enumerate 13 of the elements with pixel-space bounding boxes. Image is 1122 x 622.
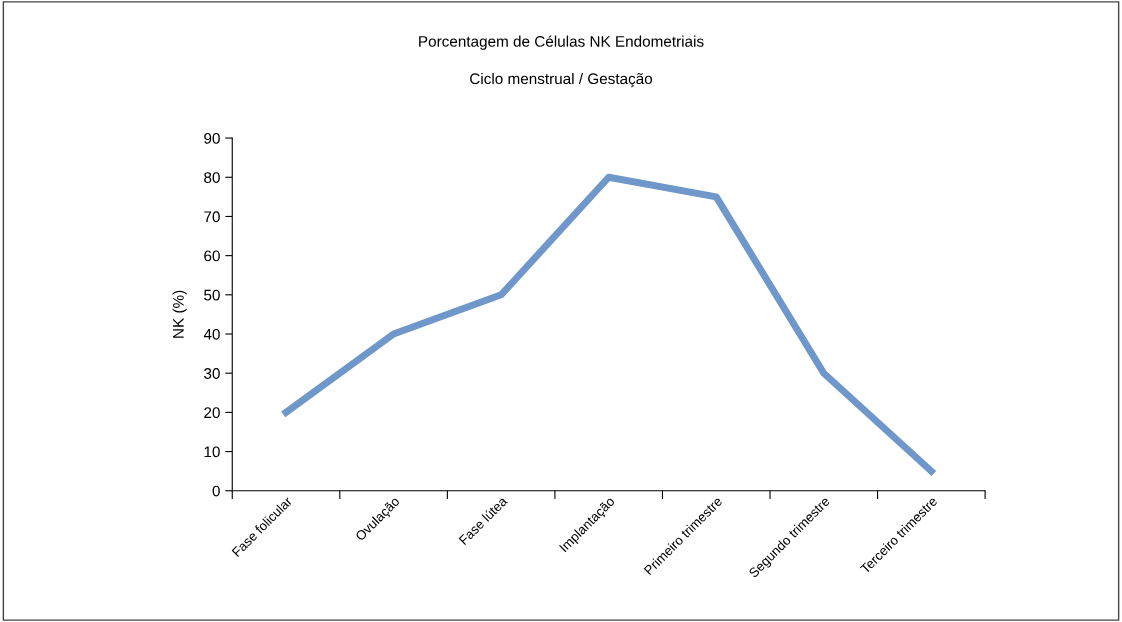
y-tick-label: 60 (204, 250, 220, 262)
y-tick-label: 40 (203, 328, 220, 340)
y-tick-label: 30 (204, 368, 220, 379)
y-axis-title: NK (%) (172, 290, 187, 338)
y-tick-label: 50 (204, 289, 220, 301)
y-tick-label: 70 (204, 211, 220, 223)
chart-title: Porcentagem de Células NK Endometriais (419, 35, 704, 50)
y-tick-label: 10 (204, 446, 220, 458)
y-tick-label: 90 (204, 132, 220, 144)
y-tick-label: 0 (212, 485, 220, 497)
y-tick-label: 20 (204, 407, 220, 419)
chart-subtitle: Ciclo menstrual / Gestação (470, 72, 653, 88)
y-tick-label: 80 (204, 172, 220, 183)
